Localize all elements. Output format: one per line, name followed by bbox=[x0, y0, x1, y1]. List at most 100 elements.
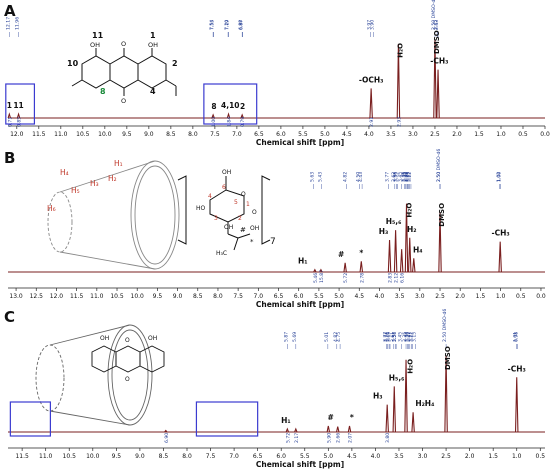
x-tick-label: 1.5 bbox=[476, 293, 486, 300]
x-tick-label: 10.5 bbox=[76, 131, 90, 138]
peak-assignment-label: DMSO bbox=[444, 346, 452, 370]
peak-assignment-label: H₄ bbox=[425, 399, 435, 408]
x-tick-label: 9.5 bbox=[122, 131, 132, 138]
x-tick-label: 0.0 bbox=[536, 293, 546, 300]
ring-label-h4: H₄ bbox=[60, 168, 69, 177]
x-tick-label: 9.0 bbox=[135, 453, 145, 460]
spectrum-peak bbox=[164, 429, 168, 433]
chemical-shift-label: 3.97 bbox=[366, 20, 372, 30]
peak-assignment-label: H₁ bbox=[281, 416, 291, 425]
x-tick-label: 1.0 bbox=[512, 453, 522, 460]
sugar-num-6: 6 bbox=[222, 184, 226, 191]
integral-label: 5.72 bbox=[343, 273, 349, 283]
x-tick-label: 9.5 bbox=[153, 293, 163, 300]
x-tick-label: 4.5 bbox=[354, 293, 364, 300]
spectrum-peak bbox=[16, 112, 21, 119]
chemical-shift-label: 3.62 bbox=[391, 172, 397, 182]
spectrum-peak bbox=[347, 425, 352, 433]
chemical-shift-label: 2.50 DMSO-d6 bbox=[442, 309, 448, 342]
x-axis-title: Chemical shift [ppm] bbox=[256, 300, 344, 309]
chemical-shift-label: 11.96 bbox=[15, 17, 21, 30]
peak-assignment-label: H₃ bbox=[379, 227, 389, 236]
chemical-shift-label: 3.32 bbox=[403, 332, 409, 342]
x-tick-label: 3.5 bbox=[386, 131, 396, 138]
x-tick-label: 2.0 bbox=[455, 293, 465, 300]
integral-label: 0.79 bbox=[240, 117, 246, 127]
x-tick-label: 5.0 bbox=[320, 131, 330, 138]
x-tick-label: 6.0 bbox=[276, 453, 286, 460]
x-axis-title: Chemical shift [ppm] bbox=[256, 138, 344, 147]
chemical-shift-label: 3.55 bbox=[394, 172, 400, 182]
x-tick-label: 2.5 bbox=[441, 453, 451, 460]
chemical-shift-label: 5.01 bbox=[324, 332, 330, 342]
spectrum-peak bbox=[436, 69, 440, 119]
peak-assignment-label: -CH₃ bbox=[508, 364, 526, 373]
oh-region-box bbox=[5, 83, 36, 125]
sugar-oh-mid: OH bbox=[224, 224, 233, 231]
spectrum-peak bbox=[399, 249, 404, 273]
x-tick-label: 5.5 bbox=[298, 131, 308, 138]
chemical-shift-label: 3.45 bbox=[397, 332, 403, 342]
chemical-shift-label: 5.63 bbox=[310, 172, 316, 182]
x-tick-label: 7.0 bbox=[254, 293, 264, 300]
x-tick-label: 5.5 bbox=[314, 293, 324, 300]
peak-assignment-label: -OCH₃ bbox=[359, 75, 384, 84]
peak-assignment-label: H₁ bbox=[298, 257, 308, 266]
spectrum-peak bbox=[294, 427, 298, 433]
peak-assignment-label: H₂O bbox=[406, 203, 414, 218]
spectrum-peak bbox=[498, 241, 502, 273]
chemical-shift-label: 1.01 bbox=[512, 332, 518, 342]
sugar-num-3: 3 bbox=[214, 215, 218, 222]
x-tick-label: 7.5 bbox=[210, 131, 220, 138]
complex-c-o-top: O bbox=[125, 337, 130, 344]
spectrum-peak bbox=[319, 268, 323, 273]
chemical-shift-label: 3.28 bbox=[405, 172, 411, 182]
peak-assignment-label: 8 bbox=[211, 102, 216, 111]
sugar-num-1: 1 bbox=[246, 201, 250, 208]
struct-a-label-8: 8 bbox=[100, 87, 106, 96]
chemical-shift-label: 1.00 bbox=[497, 172, 503, 182]
spectrum-peak bbox=[240, 113, 244, 119]
struct-a-label-10: 10 bbox=[67, 59, 79, 68]
integral-label: 0.71 bbox=[7, 117, 13, 127]
x-tick-label: 3.5 bbox=[395, 293, 405, 300]
struct-a-o-top: O bbox=[121, 40, 126, 48]
chemical-shift-label: 4.75 bbox=[336, 332, 342, 342]
x-tick-label: 6.5 bbox=[254, 131, 264, 138]
sugar-o-link: O bbox=[252, 209, 257, 216]
peak-assignment-label: H₂O bbox=[396, 43, 404, 58]
struct-a-oh-left: OH bbox=[90, 41, 100, 49]
spectrum-peak bbox=[393, 230, 398, 273]
sugar-num-2: 2 bbox=[238, 215, 242, 222]
aromatic-region-box bbox=[195, 401, 259, 437]
x-tick-label: 2.0 bbox=[452, 131, 462, 138]
integral-label: 5.90 bbox=[326, 433, 332, 443]
complex-c-o-bottom: O bbox=[125, 376, 130, 383]
sugar-num-5: 5 bbox=[234, 199, 238, 206]
integral-label: 2.17 bbox=[294, 433, 300, 443]
x-tick-label: 0.5 bbox=[536, 453, 546, 460]
integral-label: 2.07 bbox=[348, 433, 354, 443]
integral-label: 2.12 bbox=[394, 273, 400, 283]
integral-label: 2.66 bbox=[336, 433, 342, 443]
x-tick-label: 4.0 bbox=[375, 293, 385, 300]
chemical-shift-label: 3.32 bbox=[403, 172, 409, 182]
x-tick-label: 6.5 bbox=[274, 293, 284, 300]
x-tick-label: 11.5 bbox=[70, 293, 84, 300]
chemical-shift-label: 3.23 bbox=[408, 332, 414, 342]
struct-a-label-4: 4 bbox=[150, 87, 156, 96]
integral-label: 2.83 bbox=[388, 273, 394, 283]
x-tick-label: 0.5 bbox=[518, 131, 528, 138]
oh-region-box bbox=[9, 401, 51, 437]
x-tick-label: 8.0 bbox=[213, 293, 223, 300]
spectrum-peak bbox=[412, 258, 416, 273]
x-tick-label: 10.5 bbox=[63, 453, 77, 460]
chemical-shift-label: 3.61 bbox=[390, 332, 396, 342]
chemical-shift-label: 3.71 bbox=[385, 332, 391, 342]
sugar-star: * bbox=[250, 238, 254, 246]
x-tick-label: 0.5 bbox=[516, 293, 526, 300]
chemical-shift-label: 3.90 bbox=[369, 20, 375, 30]
chemical-shift-label: 3.30 bbox=[404, 172, 410, 182]
peak-assignment-label: -CH₃ bbox=[491, 229, 509, 238]
chemical-shift-label: 3.38 bbox=[400, 172, 406, 182]
